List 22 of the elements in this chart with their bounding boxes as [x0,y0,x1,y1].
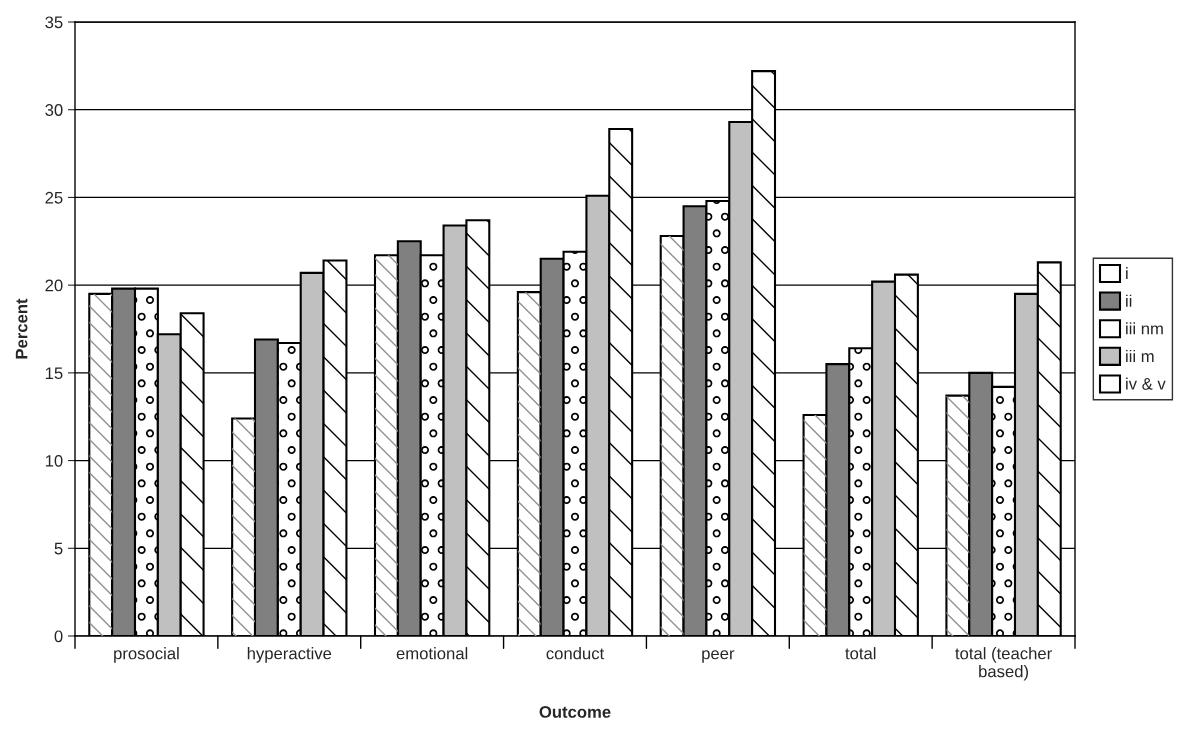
legend-label: ii [1126,294,1132,307]
y-tick-label: 15 [45,367,63,380]
legend-label: iii nm [1126,322,1163,335]
x-tick-label: emotional [396,647,468,660]
y-tick-label: 0 [54,630,63,643]
legend-label: iii m [1126,349,1154,362]
x-tick-label: peer [702,650,735,663]
x-tick-label: hyperactive [247,647,332,663]
legend-label: i [1126,267,1128,280]
x-axis-title: Outcome [539,706,611,718]
legend-label: iv & v [1126,377,1166,390]
y-tick-label: 10 [45,454,63,467]
y-tick-label: 20 [45,279,63,292]
y-tick-label: 30 [45,104,63,116]
x-tick-label: conduct [546,647,605,660]
x-tick-label: total (teacher based) [955,647,1052,681]
y-tick-label: 5 [54,542,63,555]
x-tick-label: prosocial [114,647,179,663]
y-tick-label: 35 [45,16,63,29]
y-tick-label: 25 [45,191,63,204]
y-axis-title: Percent [15,298,28,359]
x-tick-label: total [845,647,876,660]
